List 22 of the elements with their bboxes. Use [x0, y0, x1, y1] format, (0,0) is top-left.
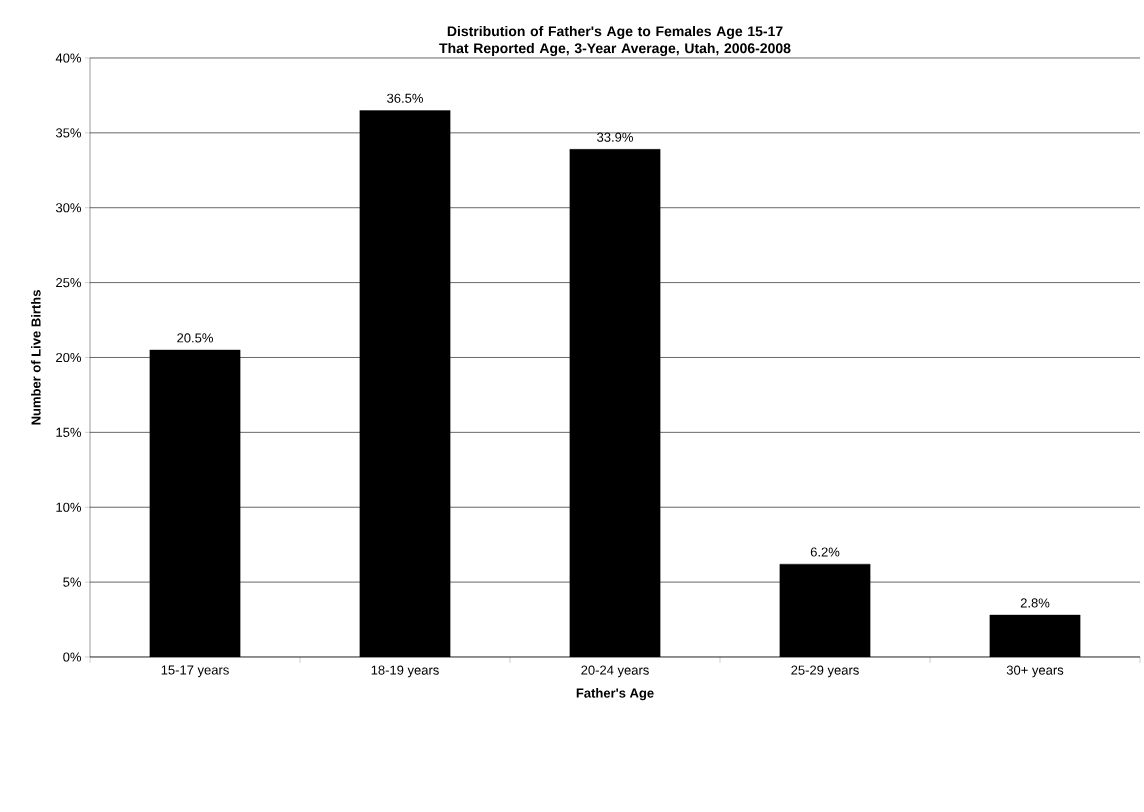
- data-label: 33.9%: [597, 132, 633, 142]
- y-tick-label: 10%: [56, 502, 82, 512]
- y-axis-title: Number of Live Births: [31, 290, 41, 425]
- data-label: 20.5%: [177, 333, 213, 343]
- y-tick-label: 30%: [55, 203, 82, 213]
- x-tick-label: 15-17 years: [161, 665, 229, 678]
- y-tick-label: 5%: [63, 577, 82, 587]
- y-tick-label: 25%: [56, 278, 82, 288]
- y-tick-label: 15%: [56, 427, 82, 437]
- y-tick-label: 0%: [63, 652, 82, 662]
- data-label: 6.2%: [810, 547, 840, 557]
- y-tick-label: 35%: [55, 128, 82, 138]
- x-tick-label: 25-29 years: [791, 665, 859, 678]
- x-axis-title: Father's Age: [576, 688, 654, 701]
- y-tick-label: 40%: [55, 53, 82, 63]
- y-tick-label: 20%: [56, 352, 82, 363]
- data-label: 36.5%: [387, 93, 423, 103]
- x-tick-label: 18-19 years: [371, 665, 439, 678]
- x-tick-label: 30+ years: [1006, 665, 1064, 678]
- data-label: 2.8%: [1020, 598, 1050, 608]
- chart-title: Distribution of Father's Age to Females Age 15-17 That Reported Age, 3-Year Average, Utah, 2006-2008: [439, 25, 791, 57]
- x-tick-label: 20-24 years: [581, 665, 649, 678]
